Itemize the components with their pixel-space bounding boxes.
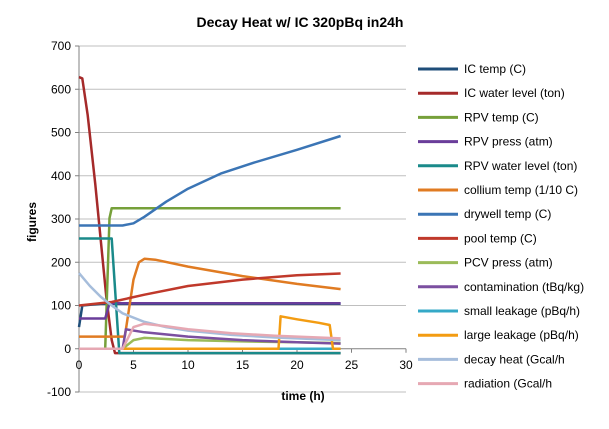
gridlines <box>79 45 406 393</box>
x-tick-label: 5 <box>130 358 137 372</box>
legend-label: RPV temp (C) <box>464 110 539 124</box>
legend-label: collium temp (1/10 C) <box>464 183 578 197</box>
legend-label: IC water level (ton) <box>464 86 565 100</box>
x-axis-title: time (h) <box>281 389 324 403</box>
legend-label: decay heat (Gcal/h <box>464 352 565 366</box>
y-tick-label: 200 <box>51 255 71 269</box>
x-tick-label: 10 <box>181 358 195 372</box>
legend-label: PCV press (atm) <box>464 256 553 270</box>
series-line-13 <box>78 272 341 342</box>
x-tick-label: 25 <box>345 358 359 372</box>
legend-label: RPV water level (ton) <box>464 159 577 173</box>
legend-label: large leakage (pBq/h) <box>464 328 579 342</box>
x-tick-label: 30 <box>399 358 413 372</box>
legend: IC temp (C) IC water level (ton) RPV temp … <box>418 62 584 391</box>
y-tick-label: 400 <box>51 169 71 183</box>
series-line-5 <box>79 237 341 355</box>
y-tick-labels: -100 0 100 200 300 400 500 600 700 <box>47 39 71 399</box>
legend-label: RPV press (atm) <box>464 135 553 149</box>
y-axis-title: figures <box>25 202 39 242</box>
series-line-14 <box>79 322 341 351</box>
x-tick-labels: 0 5 10 15 20 25 30 <box>76 358 413 372</box>
y-tick-label: -100 <box>47 385 71 399</box>
series-line-8 <box>78 272 341 307</box>
y-tick-label: 300 <box>51 212 71 226</box>
series-lines <box>77 75 341 355</box>
series-line-7 <box>79 134 341 227</box>
series-line-12 <box>79 315 341 351</box>
legend-label: drywell temp (C) <box>464 207 551 221</box>
chart-title: Decay Heat w/ IC 320pBq in24h <box>197 14 404 30</box>
x-tick-label: 0 <box>76 358 83 372</box>
x-tick-label: 15 <box>236 358 250 372</box>
y-tick-label: 100 <box>51 299 71 313</box>
legend-label: pool temp (C) <box>464 231 537 245</box>
legend-label: IC temp (C) <box>464 62 526 76</box>
legend-label: small leakage (pBq/h) <box>464 304 580 318</box>
legend-label: radiation (Gcal/h <box>464 377 552 391</box>
y-tick-label: 700 <box>51 39 71 53</box>
y-tick-label: 600 <box>51 82 71 96</box>
y-tick-label: 500 <box>51 126 71 140</box>
x-tick-label: 20 <box>290 358 304 372</box>
y-tick-label: 0 <box>64 342 71 356</box>
legend-label: contamination (tBq/kg) <box>464 280 584 294</box>
